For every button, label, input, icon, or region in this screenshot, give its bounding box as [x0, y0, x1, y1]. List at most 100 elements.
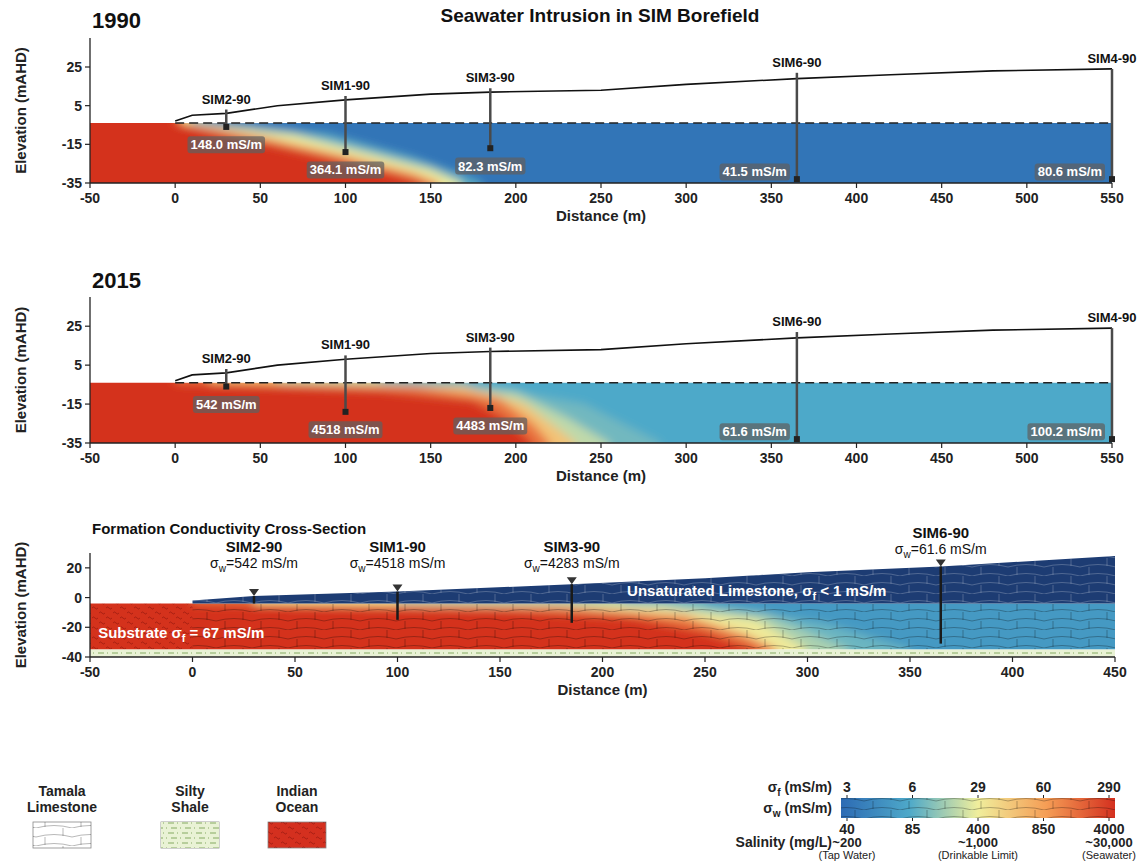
x-tick	[856, 183, 857, 188]
y-axis	[89, 553, 90, 657]
salinity-contour	[90, 383, 533, 443]
well-value: 364.1 mS/m	[310, 162, 382, 177]
text-part: σ	[768, 779, 778, 795]
background-water	[90, 383, 1112, 443]
well-value-label: 61.6 mS/m	[720, 423, 790, 440]
text-part: =4518 mS/m	[366, 555, 446, 571]
label-box	[307, 161, 385, 178]
well	[344, 355, 347, 411]
ocean-hatch	[90, 604, 193, 650]
x-tick	[1111, 183, 1112, 188]
well-value-label: 148.0 mS/m	[187, 136, 265, 153]
well-head	[567, 577, 577, 584]
colorbar-title: σf (mS/m)	[768, 779, 832, 798]
ground-surface	[175, 69, 1112, 121]
x-tick-label: 200	[591, 664, 615, 680]
well	[489, 88, 492, 148]
well-value: 100.2 mS/m	[1030, 424, 1102, 439]
well-value: 80.6 mS/m	[1038, 164, 1102, 179]
label-box	[720, 423, 790, 440]
well-screen	[223, 384, 229, 390]
well-value: 82.3 mS/m	[458, 159, 522, 174]
x-tick-label: 350	[760, 450, 784, 466]
x-tick-label: 150	[419, 450, 443, 466]
x-tick	[430, 183, 431, 188]
y-tick	[85, 144, 90, 145]
text-part: < 1 mS/m	[816, 582, 886, 599]
colorbar-title: Salinity (mg/L)	[736, 834, 832, 850]
key-swatch	[161, 822, 219, 848]
y-tick-label: -20	[62, 619, 82, 635]
x-tick	[345, 443, 346, 448]
y-axis-title: Elevation (mAHD)	[12, 307, 29, 434]
y-tick-label: -15	[62, 136, 82, 152]
figure-title: Seawater Intrusion in SIM Borefield	[441, 5, 760, 26]
y-axis	[89, 297, 90, 443]
x-tick-label: 0	[171, 450, 179, 466]
well-value-label: 82.3 mS/m	[455, 158, 525, 175]
x-tick	[600, 183, 601, 188]
y-tick-label: 25	[66, 318, 82, 334]
aquifer	[90, 604, 1115, 650]
x-tick	[175, 443, 176, 448]
panel-title: 2015	[92, 268, 141, 293]
label-box	[720, 163, 790, 180]
x-tick-label: 400	[845, 190, 869, 206]
y-tick-label: 20	[66, 560, 82, 576]
x-tick	[89, 657, 90, 662]
x-tick-label: -50	[80, 664, 100, 680]
well-value: σw=542 mS/m	[210, 555, 298, 574]
colorbar-tick-label: 3	[843, 779, 851, 795]
well-screen	[794, 436, 800, 442]
x-tick	[515, 443, 516, 448]
text-part: σ	[350, 555, 359, 571]
x-tick	[909, 657, 910, 662]
x-tick-label: 200	[504, 450, 528, 466]
x-tick-label: -50	[80, 450, 100, 466]
salinity-field	[90, 604, 1115, 650]
x-tick-label: 550	[1100, 450, 1124, 466]
well-value-label: 4483 mS/m	[453, 417, 527, 434]
text-part: =4283 mS/m	[540, 555, 620, 571]
colorbar-tick	[1109, 795, 1110, 798]
y-tick	[85, 567, 90, 568]
x-tick-label: 150	[488, 664, 512, 680]
well-name: SIM6-90	[772, 314, 821, 329]
y-tick-label: 25	[66, 59, 82, 75]
water-table	[175, 122, 1112, 124]
key-label: TamalaLimestone	[27, 783, 97, 815]
x-tick	[686, 443, 687, 448]
well-name: SIM1-90	[321, 337, 370, 352]
well-value: 148.0 mS/m	[190, 137, 262, 152]
x-tick-label: 50	[253, 190, 269, 206]
x-tick-label: 550	[1100, 190, 1124, 206]
colorbar-tick	[847, 795, 848, 798]
salinity-contour	[90, 383, 576, 443]
x-tick-label: 400	[1001, 664, 1025, 680]
key-swatch-hatch	[268, 822, 326, 848]
x-tick-label: 400	[845, 450, 869, 466]
key-swatch-hatch	[161, 822, 219, 848]
y-tick	[85, 365, 90, 366]
x-tick-label: 0	[171, 190, 179, 206]
x-tick-label: 450	[930, 450, 954, 466]
well-head	[393, 585, 403, 592]
x-tick	[260, 183, 261, 188]
x-tick	[175, 183, 176, 188]
y-tick-label: -15	[62, 396, 82, 412]
y-tick	[85, 442, 90, 443]
x-tick-label: 100	[334, 450, 358, 466]
water-table	[175, 382, 1112, 384]
colorbar-title: σw (mS/m)	[763, 800, 832, 819]
y-tick-label: 5	[74, 98, 82, 114]
text-part: Unsaturated Limestone, σ	[627, 582, 812, 599]
salinity-contour	[90, 123, 422, 183]
well-value-label: 80.6 mS/m	[1035, 163, 1105, 180]
y-tick	[85, 597, 90, 598]
annotation: Substrate σf = 67 mS/m	[98, 624, 264, 644]
salinity-note: (Tap Water)	[818, 849, 875, 861]
well-screen	[487, 405, 493, 411]
x-tick-label: 350	[760, 190, 784, 206]
y-axis	[89, 38, 90, 183]
well-name: SIM2-90	[226, 538, 283, 555]
